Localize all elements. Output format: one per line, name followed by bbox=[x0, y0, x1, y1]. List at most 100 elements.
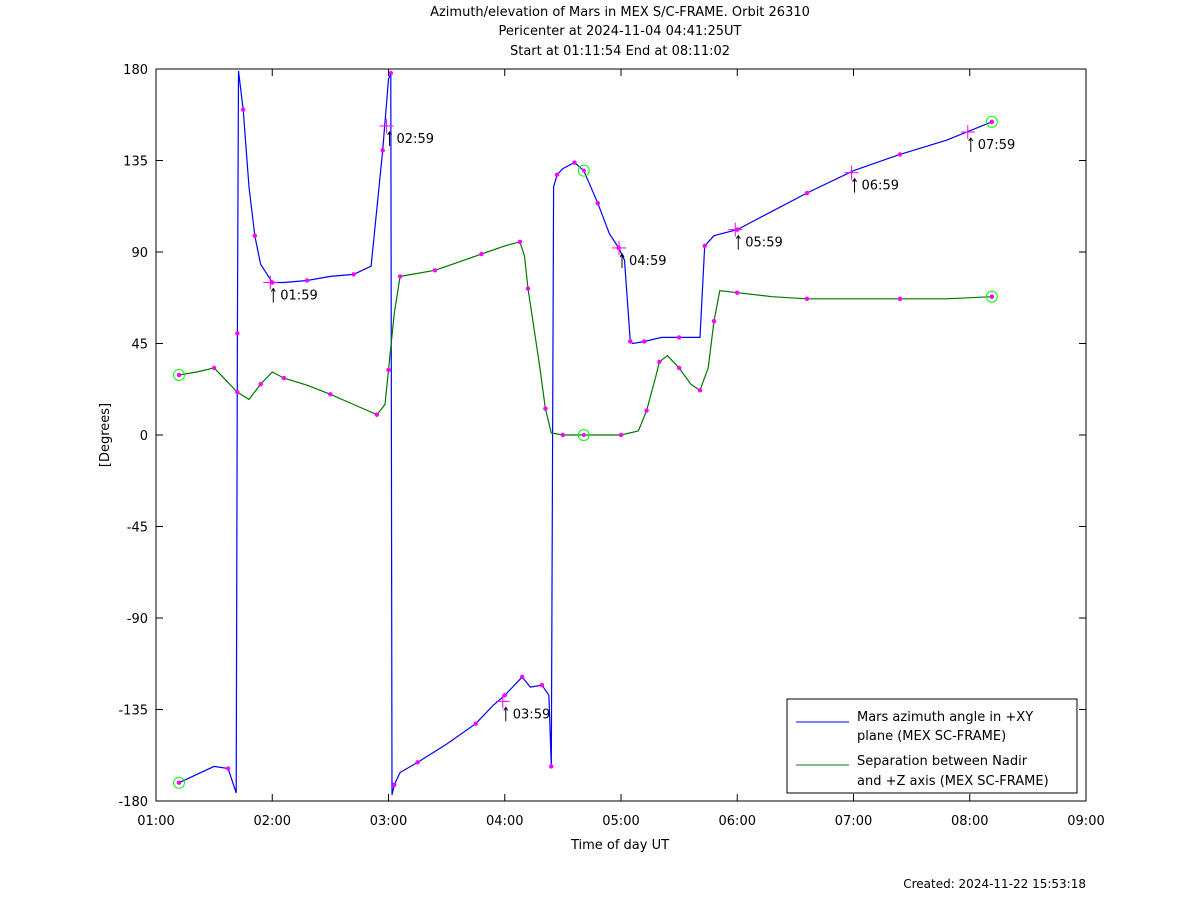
y-tick-label: 90 bbox=[131, 246, 148, 261]
annotation-arrow-head bbox=[852, 177, 857, 182]
legend-label-azimuth-2: plane (MEX SC-FRAME) bbox=[857, 729, 1006, 744]
series-point-0 bbox=[539, 682, 545, 688]
annotation-label: 03:59 bbox=[513, 707, 550, 722]
series-point-1 bbox=[235, 390, 240, 395]
series-point-0 bbox=[380, 148, 385, 153]
series-point-0 bbox=[804, 190, 810, 196]
created-timestamp: Created: 2024-11-22 15:53:18 bbox=[903, 877, 1086, 891]
series-point-1 bbox=[735, 290, 740, 295]
series-point-0 bbox=[235, 331, 240, 336]
circle-marker bbox=[985, 290, 998, 303]
series-point-0 bbox=[304, 278, 310, 283]
annotation-label: 07:59 bbox=[978, 138, 1015, 153]
x-tick-label: 05:00 bbox=[602, 814, 639, 829]
x-tick-label: 01:00 bbox=[137, 814, 174, 829]
y-tick-label: 0 bbox=[140, 429, 148, 444]
series-point-0 bbox=[225, 766, 231, 771]
series-point-1 bbox=[560, 432, 566, 438]
x-tick-label: 03:00 bbox=[370, 814, 407, 829]
x-tick-label: 04:00 bbox=[486, 814, 523, 829]
series-point-0 bbox=[595, 201, 600, 206]
series-point-0 bbox=[502, 693, 507, 698]
annotation-label: 01:59 bbox=[280, 289, 317, 304]
series-point-1 bbox=[804, 296, 810, 301]
x-axis-label: Time of day UT bbox=[570, 838, 669, 853]
annotation-label: 06:59 bbox=[862, 179, 899, 194]
series-point-0 bbox=[240, 107, 246, 112]
y-tick-label: 45 bbox=[131, 338, 148, 353]
circle-marker-dot bbox=[581, 433, 586, 437]
series-point-0 bbox=[415, 760, 420, 765]
annotation-arrow-head bbox=[735, 234, 741, 239]
series-point-1 bbox=[211, 365, 217, 371]
series-markers bbox=[173, 70, 998, 789]
series-point-1 bbox=[374, 412, 380, 417]
series-point-0 bbox=[642, 339, 647, 344]
legend-box bbox=[786, 698, 1078, 794]
y-axis-label: [Degrees] bbox=[98, 403, 113, 467]
series-point-0 bbox=[473, 721, 478, 726]
annotation-label: 02:59 bbox=[397, 132, 434, 147]
series-point-0 bbox=[897, 152, 903, 157]
series-point-0 bbox=[392, 782, 397, 787]
annotation-arrow-head bbox=[270, 287, 276, 292]
x-tick-label: 09:00 bbox=[1067, 814, 1104, 829]
x-tick-label: 02:00 bbox=[254, 814, 291, 829]
series-point-0 bbox=[351, 272, 356, 277]
annotation-arrow-head bbox=[387, 131, 392, 136]
series-point-1 bbox=[543, 406, 548, 411]
legend-label-azimuth-1: Mars azimuth angle in +XY bbox=[857, 710, 1033, 725]
legend-label-separation-2: and +Z axis (MEX SC-FRAME) bbox=[857, 774, 1049, 789]
annotation-label: 04:59 bbox=[629, 254, 666, 269]
series-point-1 bbox=[281, 375, 287, 381]
series-point-0 bbox=[388, 70, 394, 76]
series-point-1 bbox=[644, 408, 649, 413]
series-point-0 bbox=[676, 335, 682, 340]
circle-marker-dot bbox=[989, 119, 994, 124]
series-point-1 bbox=[525, 286, 531, 291]
series-point-1 bbox=[397, 274, 403, 279]
x-tick-label: 06:00 bbox=[719, 814, 756, 829]
chart-title-line-1: Azimuth/elevation of Mars in MEX S/C-FRA… bbox=[430, 5, 810, 20]
series-point-1 bbox=[676, 365, 682, 371]
circle-marker bbox=[577, 429, 590, 441]
x-tick-label: 08:00 bbox=[951, 814, 988, 829]
series-point-0 bbox=[549, 764, 554, 769]
series-point-0 bbox=[252, 233, 258, 238]
y-tick-label: -90 bbox=[127, 612, 148, 627]
series-line-1 bbox=[178, 241, 992, 436]
series-point-1 bbox=[328, 392, 333, 397]
series-point-1 bbox=[432, 268, 438, 273]
chart-title-line-3: Start at 01:11:54 End at 08:11:02 bbox=[509, 44, 731, 59]
series-point-1 bbox=[479, 251, 484, 257]
annotation-arrow-head bbox=[968, 137, 974, 142]
circle-marker-dot bbox=[989, 294, 994, 299]
time-annotations: 01:59 02:59 03:59 04:59 05:59 06:59 07:59 bbox=[263, 118, 1015, 722]
circle-marker-dot bbox=[177, 780, 182, 785]
circle-marker bbox=[577, 164, 590, 177]
series-point-0 bbox=[702, 243, 707, 249]
series-point-1 bbox=[657, 359, 662, 364]
legend-label-separation-1: Separation between Nadir bbox=[857, 754, 1028, 769]
series-point-0 bbox=[554, 172, 560, 177]
circle-marker-dot bbox=[581, 168, 586, 173]
annotation-label: 05:59 bbox=[745, 236, 782, 251]
series-point-1 bbox=[697, 388, 703, 393]
series-point-1 bbox=[517, 239, 523, 245]
y-tick-label: 135 bbox=[123, 155, 148, 170]
series-point-1 bbox=[258, 381, 263, 387]
annotation-arrow-head bbox=[619, 253, 625, 258]
legend: Mars azimuth angle in +XY plane (MEX SC-… bbox=[786, 698, 1078, 794]
series-point-0 bbox=[572, 160, 577, 165]
axis-ticks: 01:00 02:00 03:00 04:00 05:00 06:00 07:00 08:00… bbox=[118, 63, 1104, 829]
series-point-1 bbox=[897, 296, 903, 301]
annotation-arrow-head bbox=[503, 706, 509, 711]
y-tick-label: -180 bbox=[118, 795, 148, 810]
series-point-1 bbox=[618, 432, 624, 438]
circle-marker-dot bbox=[177, 373, 182, 378]
circle-marker bbox=[173, 776, 186, 789]
circle-marker bbox=[173, 369, 186, 382]
series-point-0 bbox=[519, 674, 525, 680]
y-tick-label: 180 bbox=[123, 63, 148, 78]
